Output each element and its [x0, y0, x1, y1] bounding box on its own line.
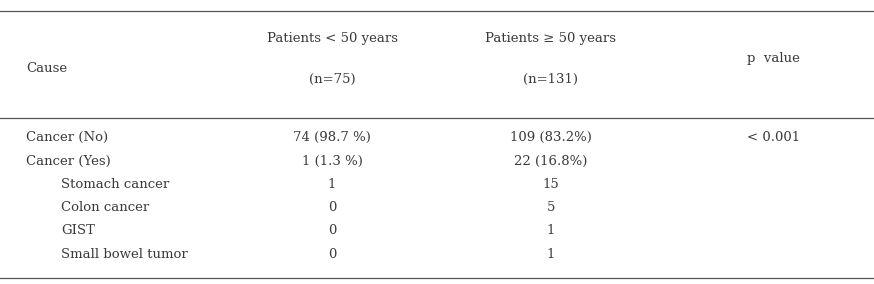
Text: GIST: GIST [61, 224, 95, 237]
Text: Patients < 50 years: Patients < 50 years [267, 32, 398, 45]
Text: 74 (98.7 %): 74 (98.7 %) [293, 131, 371, 144]
Text: 1: 1 [546, 224, 555, 237]
Text: 0: 0 [328, 248, 336, 261]
Text: 15: 15 [542, 178, 559, 191]
Text: (n=75): (n=75) [309, 73, 356, 86]
Text: 1: 1 [328, 178, 336, 191]
Text: Cancer (Yes): Cancer (Yes) [26, 154, 111, 168]
Text: Stomach cancer: Stomach cancer [61, 178, 170, 191]
Text: p  value: p value [747, 52, 800, 65]
Text: Small bowel tumor: Small bowel tumor [61, 248, 188, 261]
Text: 1 (1.3 %): 1 (1.3 %) [302, 154, 363, 168]
Text: Cancer (No): Cancer (No) [26, 131, 108, 144]
Text: 22 (16.8%): 22 (16.8%) [514, 154, 587, 168]
Text: Colon cancer: Colon cancer [61, 201, 149, 214]
Text: (n=131): (n=131) [524, 73, 578, 86]
Text: Patients ≥ 50 years: Patients ≥ 50 years [485, 32, 616, 45]
Text: 0: 0 [328, 224, 336, 237]
Text: 5: 5 [546, 201, 555, 214]
Text: 1: 1 [546, 248, 555, 261]
Text: Cause: Cause [26, 62, 67, 75]
Text: 109 (83.2%): 109 (83.2%) [510, 131, 592, 144]
Text: 0: 0 [328, 201, 336, 214]
Text: < 0.001: < 0.001 [747, 131, 800, 144]
